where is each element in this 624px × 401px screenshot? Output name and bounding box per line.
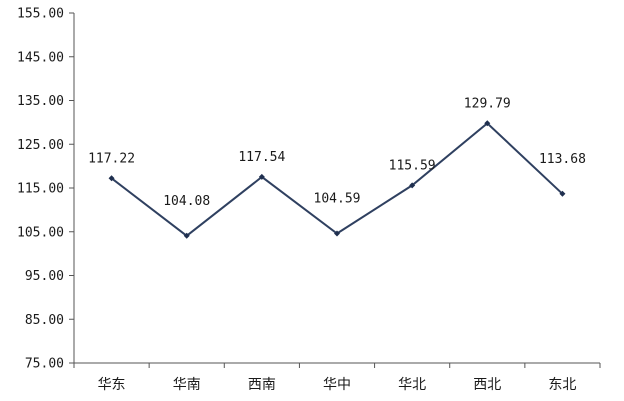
data-point-marker — [484, 120, 491, 127]
y-tick-label: 135.00 — [17, 94, 64, 109]
y-tick-label: 145.00 — [17, 50, 64, 65]
data-label: 104.08 — [163, 194, 210, 209]
y-tick-label: 95.00 — [25, 269, 64, 284]
data-label: 115.59 — [389, 158, 436, 173]
x-category-label: 华北 — [398, 377, 426, 393]
x-category-label: 华南 — [173, 377, 201, 393]
x-category-label: 东北 — [548, 377, 576, 393]
x-axis-ticks: 华东 华南 西南 华中 华北 西北 东北 — [73, 363, 601, 393]
data-point-marker — [409, 182, 416, 189]
y-tick-label: 155.00 — [17, 7, 64, 22]
y-tick-label: 105.00 — [17, 225, 64, 240]
chart-axes — [73, 13, 600, 364]
series-group — [108, 120, 566, 239]
data-point-marker — [559, 190, 566, 197]
y-tick-label: 75.00 — [25, 357, 64, 372]
series-line — [110, 121, 564, 238]
data-label: 104.59 — [314, 192, 361, 207]
data-label: 117.22 — [88, 151, 135, 166]
data-point-marker — [183, 232, 190, 239]
data-point-marker — [108, 175, 115, 182]
data-point-marker — [258, 173, 265, 180]
y-axis-ticks: 75.00 85.00 95.00 105.00 115.00 125.00 135.00 1… — [17, 7, 74, 372]
y-tick-label: 85.00 — [25, 313, 64, 328]
data-label: 129.79 — [464, 96, 511, 111]
y-tick-label: 125.00 — [17, 138, 64, 153]
x-category-label: 华东 — [98, 377, 126, 393]
data-label: 113.68 — [539, 152, 586, 167]
y-tick-label: 115.00 — [17, 182, 64, 197]
data-label: 117.54 — [238, 150, 285, 165]
data-point-marker — [334, 230, 340, 237]
x-category-label: 华中 — [323, 377, 351, 393]
x-category-label: 西南 — [248, 377, 276, 393]
x-category-label: 西北 — [473, 377, 501, 393]
data-labels: 117.22 104.08 117.54 104.59 115.59 129.79 113.… — [88, 96, 586, 208]
